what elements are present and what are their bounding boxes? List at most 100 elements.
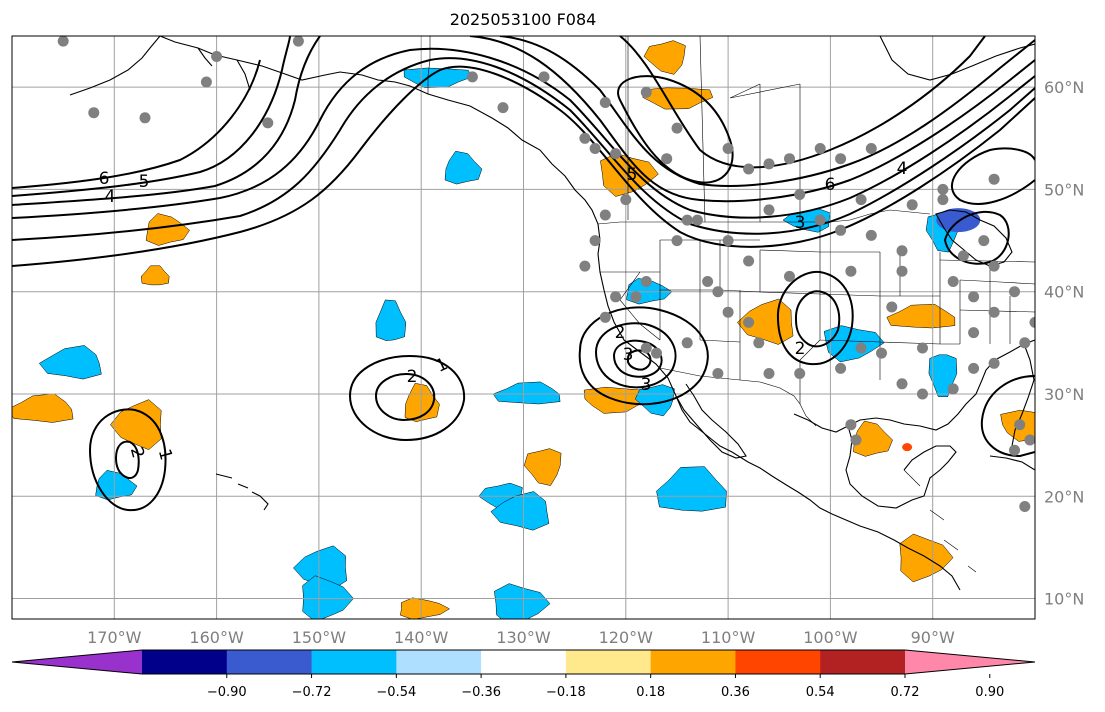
contour-plains-low-inner (794, 290, 841, 348)
contour-label: 6 (99, 169, 110, 189)
station-marker (702, 276, 714, 287)
station-marker (850, 434, 862, 446)
station-marker (835, 224, 847, 236)
negative-anomaly-shading (490, 491, 550, 531)
station-marker (139, 112, 151, 124)
station-marker (906, 199, 918, 211)
contour-plains-low-outer (776, 270, 854, 366)
contour-jet-6 (12, 36, 986, 189)
colorbar-tick-label: 0.54 (806, 685, 835, 700)
station-marker (620, 194, 632, 206)
contour-jet-2 (12, 57, 1035, 241)
contour-label: 2 (126, 445, 148, 461)
contour-pacific-high-inner (374, 372, 436, 422)
coastline-alaska-peninsula (69, 36, 251, 96)
colorbar: −0.90 −0.72 −0.54 −0.36 −0.18 0.18 0.36 0.54 0.7… (11, 649, 1036, 700)
negative-anomaly-shading (634, 384, 675, 417)
positive-anomaly-shading (404, 383, 440, 422)
station-marker (722, 143, 734, 154)
contour-label: 1 (154, 447, 176, 463)
station-marker (743, 316, 755, 328)
coastline-cuba (989, 455, 1035, 471)
station-marker (589, 143, 601, 154)
station-marker (691, 214, 703, 226)
station-marker (855, 194, 867, 206)
station-marker (640, 342, 652, 354)
station-marker (630, 291, 642, 303)
positive-anomaly-shading (12, 393, 74, 423)
station-marker (784, 153, 795, 165)
colorbar-outline (11, 649, 1036, 675)
coastline-yucatan (845, 425, 957, 509)
contour-hawaii-inner (114, 440, 140, 479)
contour-label: 4 (897, 159, 908, 179)
colorbar-tick-label: 0.36 (721, 685, 750, 700)
station-marker (651, 347, 662, 359)
station-marker (876, 347, 887, 359)
station-marker (896, 265, 908, 277)
latitude-tick-label: 20°N (1044, 487, 1084, 506)
longitude-tick-label: 130°W (496, 628, 551, 647)
latitude-tick-label: 40°N (1044, 283, 1084, 302)
station-marker (200, 76, 212, 88)
latitude-tick-label: 10°N (1044, 590, 1084, 609)
contour-label: 2 (615, 323, 626, 343)
station-marker (640, 276, 652, 287)
station-marker (262, 117, 274, 129)
coastline-baja (675, 383, 747, 459)
contour-label: 2 (795, 339, 806, 359)
station-marker (988, 306, 1000, 318)
contour-cutoff-low-outer (578, 306, 709, 406)
colorbar-segment (735, 650, 821, 674)
station-marker (784, 270, 795, 282)
station-marker (640, 86, 652, 98)
negative-anomaly-shading (375, 299, 407, 341)
station-marker (88, 107, 100, 119)
station-marker (968, 327, 980, 339)
station-marker (610, 291, 622, 303)
colorbar-extend-high (905, 650, 1035, 674)
contour-cutoff-low-core (627, 349, 652, 371)
station-marker (589, 235, 601, 247)
station-marker (722, 235, 734, 247)
longitude-tick-label: 100°W (803, 628, 858, 647)
colorbar-segment (226, 650, 313, 674)
station-marker (681, 214, 693, 226)
station-marker (917, 388, 928, 400)
station-marker (988, 260, 1000, 272)
colorbar-tick-label: −0.18 (546, 685, 586, 700)
colorbar-segment (820, 650, 906, 674)
station-markers (57, 36, 1035, 512)
positive-anomaly-shading (643, 40, 686, 75)
station-marker (957, 250, 969, 262)
colorbar-segment (396, 650, 482, 674)
contour-label: 5 (627, 165, 638, 185)
longitude-tick-label: 110°W (701, 628, 756, 647)
longitude-labels: 170°W 160°W 150°W 140°W 130°W 120°W 110°W 100°W… (87, 628, 955, 647)
station-marker (763, 368, 775, 379)
longitude-tick-label: 160°W (189, 628, 244, 647)
station-marker (1014, 419, 1026, 431)
station-marker (937, 194, 949, 206)
colorbar-tick-label: −0.36 (461, 685, 501, 700)
station-marker (671, 122, 683, 134)
station-marker (610, 148, 622, 160)
contour-label: 3 (641, 375, 652, 395)
coastline-great-lakes (935, 209, 1013, 267)
contour-gulf-low (980, 375, 1035, 458)
positive-anomaly-shading (145, 213, 190, 246)
latitude-labels: 10°N 20°N 30°N 40°N 50°N 60°N (1044, 78, 1084, 608)
border-central-america (903, 469, 977, 573)
colorbar-tick-label: −0.54 (376, 685, 416, 700)
coastlines (69, 36, 1035, 591)
positive-anomaly-shading (110, 399, 162, 450)
contour-labels: 1 2 1 2 3 4 5 6 2 3 5 2 6 3 4 (99, 159, 908, 463)
station-marker (794, 368, 806, 379)
coastline-hawaii (215, 473, 269, 511)
station-marker (671, 235, 683, 247)
colorbar-tick-label: −0.90 (207, 685, 247, 700)
station-marker (57, 36, 69, 47)
station-marker (497, 102, 509, 114)
station-marker (599, 209, 611, 221)
map-frame-border (11, 35, 1036, 620)
